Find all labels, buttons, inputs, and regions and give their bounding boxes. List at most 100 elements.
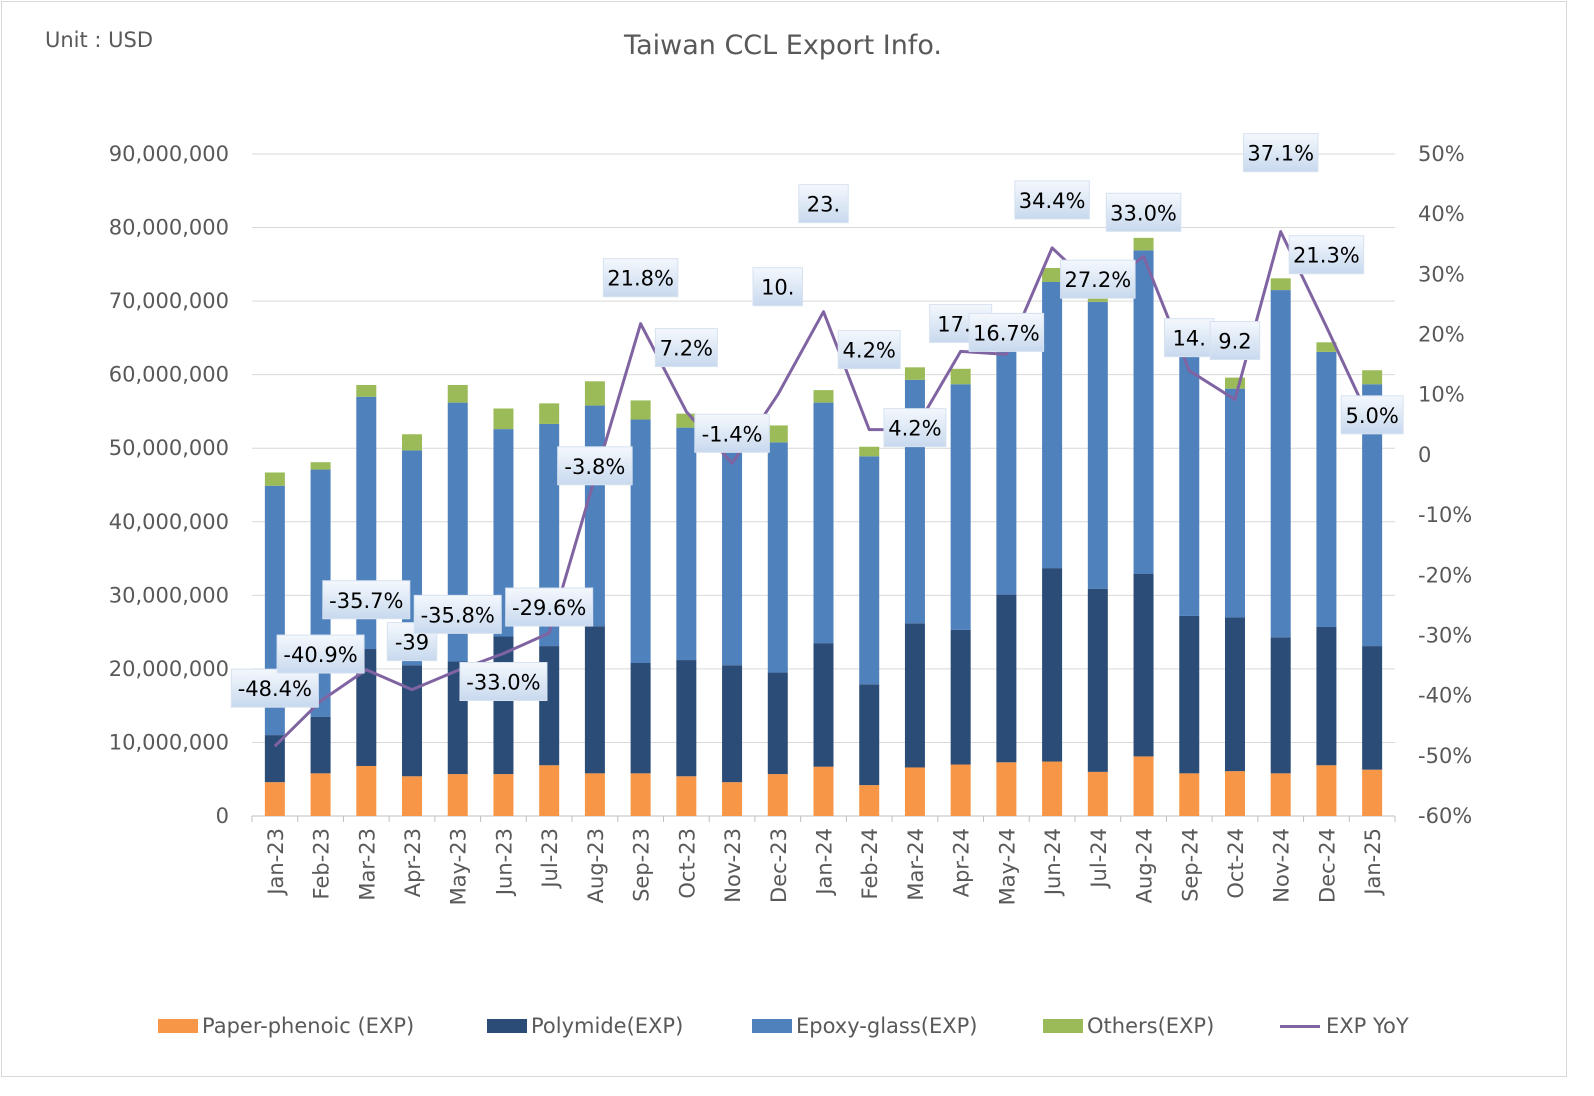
yoy-data-label: 10. [761, 276, 794, 300]
y-right-tick-label: 30% [1418, 262, 1465, 286]
x-tick-label: Jan-25 [1361, 828, 1385, 897]
yoy-data-label: -39 [395, 631, 429, 655]
bar-paper-phenoic-exp [402, 776, 423, 816]
x-tick-label: Jun-24 [1041, 828, 1065, 897]
bar-paper-phenoic-exp [722, 782, 743, 816]
x-tick-label: Apr-24 [950, 828, 974, 897]
bar-epoxy-glass-exp [1224, 388, 1245, 618]
legend-label-exp-yoy: EXP YoY [1326, 1014, 1409, 1038]
x-tick-label: Jul-23 [538, 828, 562, 890]
bar-polymide-exp [1270, 637, 1291, 774]
yoy-data-label-box [837, 330, 901, 370]
bar-others-exp [493, 408, 514, 430]
bar-others-exp [767, 425, 788, 443]
yoy-data-label: -1.4% [702, 422, 763, 446]
legend-label-paper-phenoic: Paper-phenoic (EXP) [202, 1014, 415, 1038]
bar-paper-phenoic-exp [676, 776, 697, 816]
bar-epoxy-glass-exp [1087, 301, 1108, 589]
y-right-tick-label: 0 [1418, 443, 1431, 467]
yoy-data-label-box [459, 662, 548, 702]
y-left-tick-label: 20,000,000 [109, 657, 229, 681]
yoy-data-label: 37.1% [1247, 142, 1314, 166]
x-tick-label: Oct-23 [675, 828, 699, 899]
bar-others-exp [950, 368, 971, 385]
bar-paper-phenoic-exp [1316, 765, 1337, 816]
bar-others-exp [1270, 278, 1291, 291]
yoy-data-label: 34.4% [1019, 189, 1086, 213]
y-right-tick-label: -40% [1418, 684, 1472, 708]
bar-paper-phenoic-exp [1179, 773, 1200, 816]
bar-epoxy-glass-exp [1270, 290, 1291, 638]
bar-polymide-exp [402, 665, 423, 777]
y-right-tick-label: -30% [1418, 623, 1472, 647]
yoy-data-label-box [276, 634, 365, 674]
bar-polymide-exp [356, 649, 377, 766]
yoy-data-label-box [505, 587, 594, 627]
bar-polymide-exp [996, 594, 1017, 763]
yoy-data-label: -40.9% [283, 643, 357, 667]
yoy-data-label-box [602, 258, 679, 298]
x-tick-label: Jul-24 [1087, 828, 1111, 890]
yoy-data-label: -48.4% [238, 677, 312, 701]
legend: Paper-phenoic (EXP) Polymide(EXP) Epoxy-… [0, 1012, 1566, 1046]
y-left-tick-label: 60,000,000 [109, 363, 229, 387]
yoy-data-label-box [1242, 133, 1319, 173]
bar-epoxy-glass-exp [630, 419, 651, 664]
x-tick-label: Mar-23 [355, 828, 379, 901]
bar-epoxy-glass-exp [1179, 345, 1200, 616]
bar-polymide-exp [584, 626, 605, 774]
bar-epoxy-glass-exp [813, 402, 834, 644]
x-tick-label: Nov-24 [1270, 828, 1294, 903]
legend-swatch-exp-yoy [1280, 1024, 1320, 1028]
bar-polymide-exp [1087, 588, 1108, 772]
bar-others-exp [402, 434, 423, 451]
yoy-data-label-box [1340, 395, 1404, 435]
chart-frame [1, 1, 1567, 1077]
chart-title: Taiwan CCL Export Info. [624, 30, 942, 61]
x-tick-label: Oct-24 [1224, 828, 1248, 899]
yoy-data-label: -35.7% [329, 589, 403, 613]
x-tick-label: Jan-23 [264, 828, 288, 897]
bar-polymide-exp [904, 623, 925, 768]
legend-item-exp-yoy: EXP YoY [1280, 1014, 1409, 1038]
bar-paper-phenoic-exp [859, 785, 880, 816]
bar-others-exp [1316, 342, 1337, 352]
yoy-data-label-box [322, 580, 411, 620]
y-left-tick-label: 70,000,000 [109, 289, 229, 313]
bar-paper-phenoic-exp [356, 765, 377, 816]
yoy-data-label-box [694, 413, 770, 453]
bar-paper-phenoic-exp [264, 782, 285, 816]
y-left-tick-label: 10,000,000 [109, 730, 229, 754]
bar-polymide-exp [859, 684, 880, 786]
y-right-tick-label: -60% [1418, 804, 1472, 828]
yoy-data-label-box [968, 312, 1045, 352]
yoy-data-label-box [413, 594, 502, 634]
bar-paper-phenoic-exp [1224, 771, 1245, 816]
bar-epoxy-glass-exp [722, 450, 743, 666]
bar-epoxy-glass-exp [1042, 281, 1063, 569]
bar-others-exp [447, 384, 468, 403]
y-right-tick-label: -50% [1418, 744, 1472, 768]
yoy-data-label-box [230, 668, 319, 708]
legend-item-others: Others(EXP) [1043, 1014, 1214, 1038]
bar-polymide-exp [264, 735, 285, 783]
bar-epoxy-glass-exp [950, 384, 971, 630]
bar-paper-phenoic-exp [950, 764, 971, 816]
bar-paper-phenoic-exp [767, 774, 788, 816]
x-tick-label: Aug-23 [584, 828, 608, 903]
bar-others-exp [1362, 370, 1383, 385]
yoy-data-label: 16.7% [973, 321, 1040, 345]
bar-polymide-exp [1316, 626, 1337, 766]
bar-epoxy-glass-exp [1316, 351, 1337, 627]
yoy-data-label-box [1209, 321, 1261, 361]
bar-polymide-exp [1224, 617, 1245, 772]
yoy-data-label-box [798, 184, 849, 224]
legend-swatch-polymide [487, 1019, 527, 1033]
yoy-data-label-box [654, 328, 718, 368]
x-tick-label: Nov-23 [721, 828, 745, 903]
bar-paper-phenoic-exp [310, 773, 331, 816]
yoy-data-label-box [557, 446, 633, 486]
bar-epoxy-glass-exp [1362, 384, 1383, 647]
yoy-data-label-box [1288, 235, 1365, 275]
legend-swatch-epoxy-glass [752, 1019, 792, 1033]
